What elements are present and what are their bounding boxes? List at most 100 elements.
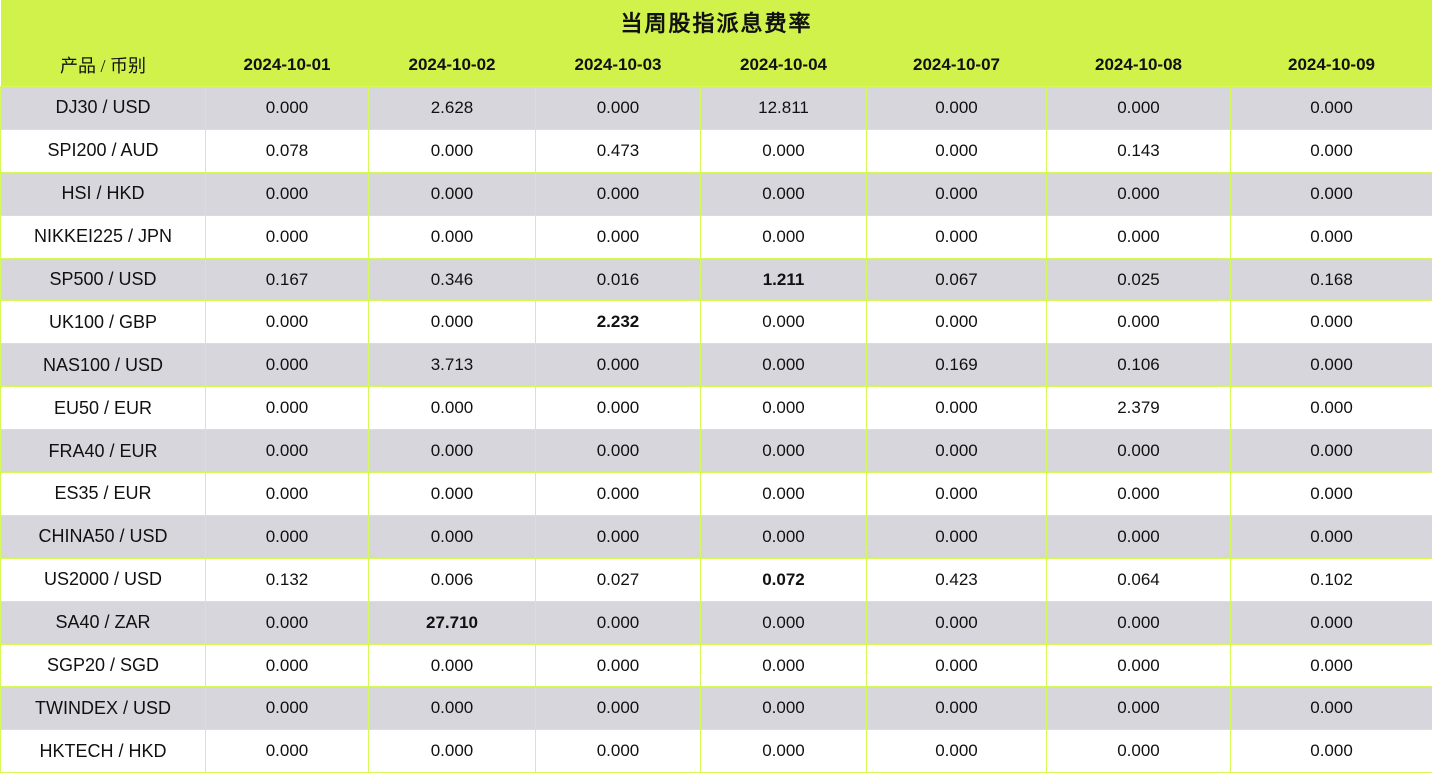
product-cell: FRA40 / EUR <box>1 430 206 473</box>
value-cell: 0.000 <box>1231 473 1432 516</box>
value-cell: 0.169 <box>867 344 1047 387</box>
value-cell: 0.000 <box>369 387 536 430</box>
value-cell: 0.000 <box>536 730 701 773</box>
product-cell: SA40 / ZAR <box>1 601 206 644</box>
column-header-row: 产品 / 币别 2024-10-01 2024-10-02 2024-10-03… <box>1 44 1432 87</box>
value-cell: 0.000 <box>1047 515 1231 558</box>
value-cell: 2.232 <box>536 301 701 344</box>
value-cell: 0.106 <box>1047 344 1231 387</box>
value-cell: 0.000 <box>536 430 701 473</box>
value-cell: 0.000 <box>1231 172 1432 215</box>
value-cell: 0.000 <box>1231 730 1432 773</box>
product-cell: DJ30 / USD <box>1 87 206 130</box>
column-header-date: 2024-10-03 <box>536 44 701 87</box>
product-cell: TWINDEX / USD <box>1 687 206 730</box>
column-header-date: 2024-10-02 <box>369 44 536 87</box>
value-cell: 0.000 <box>701 387 867 430</box>
value-cell: 0.000 <box>369 644 536 687</box>
product-cell: HKTECH / HKD <box>1 730 206 773</box>
value-cell: 0.000 <box>536 473 701 516</box>
value-cell: 0.000 <box>867 730 1047 773</box>
value-cell: 0.000 <box>1047 644 1231 687</box>
page-title: 当周股指派息费率 <box>1 0 1432 44</box>
value-cell: 0.000 <box>369 215 536 258</box>
value-cell: 0.000 <box>206 172 369 215</box>
value-cell: 0.000 <box>206 387 369 430</box>
value-cell: 0.000 <box>1047 172 1231 215</box>
value-cell: 0.143 <box>1047 129 1231 172</box>
value-cell: 0.000 <box>206 301 369 344</box>
value-cell: 0.000 <box>867 87 1047 130</box>
value-cell: 0.000 <box>1047 87 1231 130</box>
value-cell: 0.000 <box>369 129 536 172</box>
value-cell: 0.000 <box>1231 430 1432 473</box>
value-cell: 0.102 <box>1231 558 1432 601</box>
value-cell: 0.000 <box>1047 687 1231 730</box>
value-cell: 0.000 <box>536 644 701 687</box>
product-cell: EU50 / EUR <box>1 387 206 430</box>
value-cell: 0.000 <box>369 515 536 558</box>
value-cell: 0.000 <box>701 430 867 473</box>
value-cell: 0.000 <box>867 172 1047 215</box>
product-cell: CHINA50 / USD <box>1 515 206 558</box>
column-header-date: 2024-10-08 <box>1047 44 1231 87</box>
product-cell: SP500 / USD <box>1 258 206 301</box>
product-cell: NAS100 / USD <box>1 344 206 387</box>
value-cell: 0.025 <box>1047 258 1231 301</box>
value-cell: 0.000 <box>536 215 701 258</box>
value-cell: 0.000 <box>206 473 369 516</box>
product-cell: UK100 / GBP <box>1 301 206 344</box>
value-cell: 0.000 <box>1047 215 1231 258</box>
value-cell: 0.000 <box>536 87 701 130</box>
value-cell: 0.000 <box>369 172 536 215</box>
value-cell: 0.016 <box>536 258 701 301</box>
value-cell: 0.000 <box>206 644 369 687</box>
product-cell: SPI200 / AUD <box>1 129 206 172</box>
value-cell: 0.423 <box>867 558 1047 601</box>
value-cell: 0.000 <box>1231 644 1432 687</box>
value-cell: 0.000 <box>701 344 867 387</box>
product-cell: SGP20 / SGD <box>1 644 206 687</box>
value-cell: 0.000 <box>701 129 867 172</box>
value-cell: 0.000 <box>536 601 701 644</box>
product-cell: NIKKEI225 / JPN <box>1 215 206 258</box>
value-cell: 0.000 <box>1231 215 1432 258</box>
value-cell: 0.000 <box>369 687 536 730</box>
value-cell: 0.000 <box>701 215 867 258</box>
value-cell: 0.000 <box>867 601 1047 644</box>
value-cell: 2.628 <box>369 87 536 130</box>
value-cell: 0.000 <box>1047 301 1231 344</box>
value-cell: 0.000 <box>1231 301 1432 344</box>
value-cell: 0.000 <box>369 301 536 344</box>
value-cell: 0.000 <box>701 301 867 344</box>
value-cell: 0.078 <box>206 129 369 172</box>
value-cell: 0.000 <box>867 215 1047 258</box>
value-cell: 0.000 <box>1231 601 1432 644</box>
value-cell: 0.000 <box>701 644 867 687</box>
value-cell: 0.000 <box>1231 687 1432 730</box>
value-cell: 0.072 <box>701 558 867 601</box>
value-cell: 0.000 <box>1047 473 1231 516</box>
value-cell: 0.000 <box>1047 430 1231 473</box>
product-cell: US2000 / USD <box>1 558 206 601</box>
value-cell: 0.346 <box>369 258 536 301</box>
column-header-date: 2024-10-01 <box>206 44 369 87</box>
value-cell: 2.379 <box>1047 387 1231 430</box>
column-header-date: 2024-10-07 <box>867 44 1047 87</box>
value-cell: 0.000 <box>1231 129 1432 172</box>
value-cell: 0.000 <box>867 687 1047 730</box>
value-cell: 27.710 <box>369 601 536 644</box>
value-cell: 0.000 <box>206 87 369 130</box>
value-cell: 0.167 <box>206 258 369 301</box>
value-cell: 0.000 <box>701 473 867 516</box>
